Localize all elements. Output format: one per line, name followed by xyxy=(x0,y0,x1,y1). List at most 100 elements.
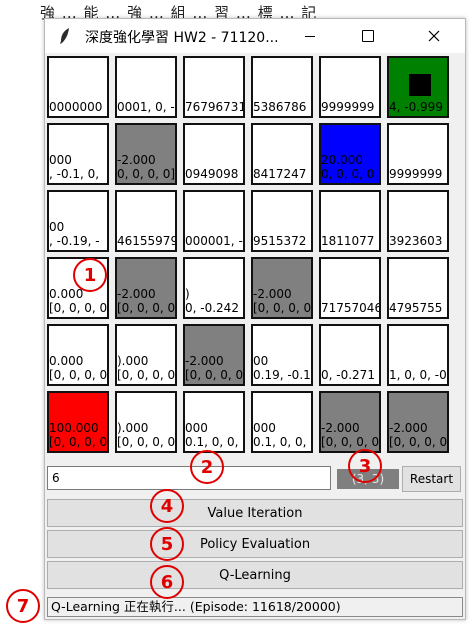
cell-q-values: 9999999 xyxy=(389,167,443,181)
cell-q-values: 0.1, 0, 0, xyxy=(253,435,307,449)
grid-cell[interactable]: 000, -0.1, 0, xyxy=(47,123,109,185)
grid-cell[interactable]: 5386786 xyxy=(251,56,313,118)
minimize-icon xyxy=(305,35,315,37)
grid-cell[interactable]: -2.000 [0, 0, 0, 0] xyxy=(251,257,313,319)
cell-q-values: 8417247 xyxy=(253,167,307,181)
grid-cell[interactable]: 00, -0.19, - xyxy=(47,190,109,252)
grid-cell[interactable]: -2.000 [0, 0, 0, 0] xyxy=(319,391,381,453)
cell-q-values: 46155979 xyxy=(117,234,177,248)
value-iteration-button[interactable]: Value Iteration xyxy=(47,499,463,527)
feather-icon xyxy=(60,28,69,44)
cell-value: 0.000 xyxy=(49,287,84,301)
grid-cell[interactable]: 000001, - xyxy=(183,190,245,252)
cell-q-values: 76796731 xyxy=(185,100,245,114)
close-icon xyxy=(428,30,440,42)
cell-q-values: 4, -0.999 xyxy=(389,100,443,114)
cell-q-values: [0, 0, 0, 0] xyxy=(49,368,109,382)
cell-q-values: 4795755 xyxy=(389,301,443,315)
cell-value: -2.000 xyxy=(185,354,224,368)
grid-cell[interactable]: 71757046 xyxy=(319,257,381,319)
agent-marker xyxy=(409,74,431,96)
annotation-marker-6: 6 xyxy=(150,565,184,599)
cell-q-values: [0, 0, 0, 0] xyxy=(321,435,381,449)
app-window: 深度強化學習 HW2 - 71120... 0000000 0001, 0, - 7… xyxy=(44,18,466,620)
cell-q-values: 0001, 0, - xyxy=(117,100,175,114)
policy-evaluation-button[interactable]: Policy Evaluation xyxy=(47,530,463,558)
grid-cell[interactable]: 76796731 xyxy=(183,56,245,118)
maximize-button[interactable] xyxy=(345,19,391,53)
annotation-marker-5: 5 xyxy=(150,527,184,561)
minimize-button[interactable] xyxy=(287,19,333,53)
grid-cell[interactable]: 0.000 [0, 0, 0, 0] xyxy=(47,324,109,386)
cell-q-values: 5386786 xyxy=(253,100,307,114)
restart-button[interactable]: Restart xyxy=(402,466,461,492)
background-window-strip: 強 … 能 … 強 … 組 … 習 … 標 … 記 xyxy=(0,0,469,22)
cell-q-values: 9999999 xyxy=(321,100,375,114)
grid-cell[interactable]: 3923603 xyxy=(387,190,449,252)
window-title: 深度強化學習 HW2 - 71120... xyxy=(85,30,279,46)
grid-cell[interactable]: 20.000 0, 0, 0, 0 xyxy=(319,123,381,185)
cell-q-values: 0000000 xyxy=(49,100,103,114)
grid-cell[interactable]: 4795755 xyxy=(387,257,449,319)
cell-value: -2.000 xyxy=(117,153,156,167)
grid-cell[interactable]: -2.000 0, 0, 0, 0] xyxy=(115,123,177,185)
cell-q-values: 0, -0.242 xyxy=(185,301,239,315)
grid-cell[interactable]: ) 0, -0.242 xyxy=(183,257,245,319)
grid-cell[interactable]: 46155979 xyxy=(115,190,177,252)
title-bar[interactable]: 深度強化學習 HW2 - 71120... xyxy=(45,19,465,53)
cell-q-values: [0, 0, 0, 0] xyxy=(117,301,177,315)
grid-cell[interactable]: 0001, 0, - xyxy=(115,56,177,118)
cell-value: 0.000 xyxy=(49,354,84,368)
grid-cell[interactable]: 0000000 xyxy=(47,56,109,118)
grid-cell[interactable]: 0949098 xyxy=(183,123,245,185)
grid-cell[interactable]: 1, 0, 0, -0 xyxy=(387,324,449,386)
cell-q-values: 71757046 xyxy=(321,301,381,315)
grid-cell[interactable]: 100.000 [0, 0, 0, 0] xyxy=(47,391,109,453)
grid-cell[interactable]: 8417247 xyxy=(251,123,313,185)
cell-q-values: [0, 0, 0, 0] xyxy=(117,368,177,382)
grid-cell[interactable]: 00 0.19, -0.1 xyxy=(251,324,313,386)
annotation-marker-1: 1 xyxy=(73,258,107,292)
grid-cell[interactable]: 9999999 xyxy=(319,56,381,118)
grid-cell[interactable]: 000 0.1, 0, 0, xyxy=(251,391,313,453)
grid-cell[interactable]: -2.000 [0, 0, 0, 0] xyxy=(183,324,245,386)
cell-q-values: 000001, - xyxy=(185,234,243,248)
cell-q-values: 0, -0.271 xyxy=(321,368,375,382)
cell-value: ).000 xyxy=(117,354,149,368)
cell-value: 00 xyxy=(253,354,269,368)
grid-cell[interactable]: -2.000 [0, 0, 0, 0] xyxy=(115,257,177,319)
grid-cell[interactable]: 9999999 xyxy=(387,123,449,185)
cell-value: -2.000 xyxy=(253,287,292,301)
grid-cell[interactable]: ).000 [0, 0, 0, 0] xyxy=(115,324,177,386)
q-learning-button[interactable]: Q-Learning xyxy=(47,561,463,589)
grid-cell[interactable]: -2.000 [0, 0, 0, 0] xyxy=(387,391,449,453)
grid-cell[interactable]: 4, -0.999 xyxy=(387,56,449,118)
cell-value: -2.000 xyxy=(389,421,428,435)
maximize-icon xyxy=(362,30,374,42)
annotation-marker-7: 7 xyxy=(6,589,40,623)
grid-size-input[interactable] xyxy=(47,466,331,490)
grid-cell[interactable]: ).000 [0, 0, 0, 0] xyxy=(115,391,177,453)
cell-q-values: [0, 0, 0, 0] xyxy=(389,435,449,449)
annotation-marker-3: 3 xyxy=(348,449,382,483)
gridworld: 0000000 0001, 0, - 76796731 5386786 9999999 4… xyxy=(47,56,463,462)
cell-q-values: 0.19, -0.1 xyxy=(253,368,311,382)
cell-q-values: 3923603 xyxy=(389,234,443,248)
cell-q-values: 1, 0, 0, -0 xyxy=(389,368,447,382)
cell-q-values: 0, 0, 0, 0 xyxy=(321,167,375,181)
grid-cell[interactable]: 0, -0.271 xyxy=(319,324,381,386)
grid-cell[interactable]: 1811077 xyxy=(319,190,381,252)
grid-cell[interactable]: 000 0.1, 0, 0, xyxy=(183,391,245,453)
annotation-marker-2: 2 xyxy=(190,450,224,484)
cell-value: ).000 xyxy=(117,421,149,435)
cell-q-values: 0, 0, 0, 0] xyxy=(117,167,176,181)
cell-q-values: 1811077 xyxy=(321,234,375,248)
close-button[interactable] xyxy=(411,19,457,53)
cell-q-values: 9515372 xyxy=(253,234,307,248)
cell-q-values: , -0.19, - xyxy=(49,234,100,248)
background-window-text: 強 … 能 … 強 … 組 … 習 … 標 … 記 xyxy=(40,4,318,22)
grid-cell[interactable]: 9515372 xyxy=(251,190,313,252)
cell-q-values: [0, 0, 0, 0] xyxy=(117,435,177,449)
cell-q-values: [0, 0, 0, 0] xyxy=(49,435,109,449)
cell-q-values: [0, 0, 0, 0] xyxy=(253,301,313,315)
